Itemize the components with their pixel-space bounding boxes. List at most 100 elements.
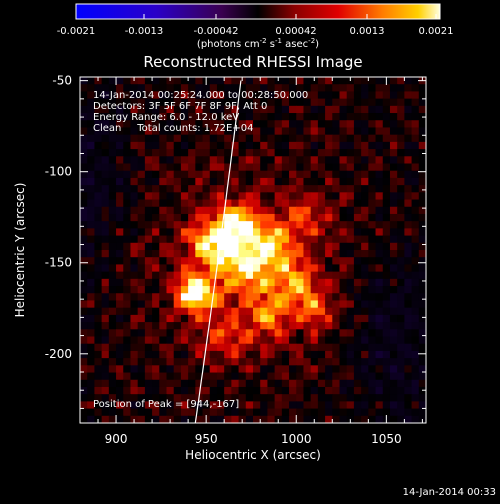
heatmap-cell	[411, 300, 420, 309]
heatmap-cell	[238, 192, 247, 201]
heatmap-cell	[238, 170, 247, 179]
heatmap-cell	[310, 221, 319, 229]
heatmap-cell	[253, 286, 261, 294]
heatmap-cell	[303, 228, 312, 237]
heatmap-cell	[361, 127, 369, 136]
heatmap-cell	[173, 134, 182, 143]
heatmap-cell	[325, 177, 333, 186]
heatmap-cell	[173, 177, 182, 186]
heatmap-cell	[130, 343, 139, 352]
heatmap-cell	[231, 228, 240, 237]
heatmap-cell	[375, 242, 384, 251]
heatmap-cell	[144, 386, 153, 395]
heatmap-cell	[224, 286, 232, 294]
heatmap-cell	[346, 257, 355, 266]
heatmap-cell	[87, 300, 96, 309]
heatmap-cell	[310, 264, 319, 273]
heatmap-cell	[274, 206, 283, 215]
heatmap-cell	[361, 386, 369, 395]
heatmap-cell	[116, 206, 124, 215]
heatmap-cell	[353, 228, 362, 237]
heatmap-cell	[332, 185, 341, 193]
heatmap-cell	[166, 329, 175, 338]
heatmap-cell	[397, 307, 405, 316]
heatmap-cell	[180, 307, 189, 316]
heatmap-cell	[368, 394, 377, 402]
heatmap-cell	[339, 149, 348, 157]
heatmap-cell	[195, 336, 204, 345]
heatmap-cell	[325, 314, 333, 323]
heatmap-cell	[332, 177, 341, 186]
heatmap-cell	[382, 156, 391, 165]
heatmap-cell	[418, 206, 426, 215]
heatmap-cell	[397, 134, 405, 143]
heatmap-cell	[411, 278, 420, 287]
heatmap-cell	[281, 307, 290, 316]
heatmap-cell	[411, 156, 420, 165]
heatmap-cell	[317, 257, 326, 266]
heatmap-cell	[361, 192, 369, 201]
heatmap-cell	[418, 120, 426, 129]
heatmap-cell	[152, 105, 160, 114]
heatmap-cell	[87, 314, 96, 323]
heatmap-cell	[274, 264, 283, 273]
heatmap-cell	[368, 293, 377, 302]
heatmap-cell	[325, 192, 333, 201]
heatmap-cell	[353, 314, 362, 323]
heatmap-cell	[130, 98, 139, 107]
heatmap-cell	[339, 105, 348, 114]
heatmap-cell	[137, 199, 146, 208]
heatmap-cell	[418, 141, 426, 150]
heatmap-cell	[80, 221, 88, 229]
heatmap-cell	[289, 170, 297, 179]
heatmap-cell	[325, 365, 333, 374]
heatmap-cell	[346, 185, 355, 193]
heatmap-cell	[404, 163, 413, 172]
heatmap-cell	[137, 98, 146, 107]
heatmap-cell	[101, 235, 110, 244]
heatmap-cell	[296, 91, 305, 100]
plot-frame	[79, 76, 427, 424]
heatmap-cell	[216, 307, 225, 316]
heatmap-cell	[166, 394, 175, 402]
heatmap-cell	[289, 394, 297, 402]
heatmap-cell	[281, 156, 290, 165]
heatmap-cell	[152, 228, 160, 237]
heatmap-cell	[152, 141, 160, 150]
heatmap-cell	[87, 177, 96, 186]
heatmap-cell	[245, 185, 254, 193]
heatmap-cell	[195, 250, 204, 258]
heatmap-cell	[353, 120, 362, 129]
heatmap-cell	[339, 322, 348, 330]
heatmap-cell	[260, 250, 269, 258]
heatmap-cell	[310, 149, 319, 157]
heatmap-cell	[411, 105, 420, 114]
heatmap-cell	[274, 163, 283, 172]
heatmap-cell	[130, 307, 139, 316]
heatmap-cell	[116, 264, 124, 273]
heatmap-cell	[94, 84, 103, 93]
heatmap-cell	[195, 242, 204, 251]
heatmap-cell	[180, 300, 189, 309]
heatmap-cell	[281, 177, 290, 186]
heatmap-cell	[101, 228, 110, 237]
heatmap-cell	[209, 394, 218, 402]
heatmap-cell	[339, 199, 348, 208]
heatmap-cell	[101, 177, 110, 186]
heatmap-cell	[144, 213, 153, 222]
heatmap-cell	[346, 213, 355, 222]
heatmap-cell	[253, 386, 261, 395]
heatmap-cell	[137, 293, 146, 302]
heatmap-cell	[397, 206, 405, 215]
heatmap-cell	[317, 199, 326, 208]
heatmap-cell	[202, 358, 211, 366]
heatmap-cell	[137, 300, 146, 309]
heatmap-cell	[296, 372, 305, 381]
heatmap-cell	[209, 336, 218, 345]
heatmap-cell	[389, 91, 398, 100]
heatmap-cell	[411, 329, 420, 338]
heatmap-cell	[267, 185, 276, 193]
heatmap-cell	[253, 379, 261, 388]
heatmap-cell	[108, 394, 117, 402]
heatmap-cell	[281, 113, 290, 121]
